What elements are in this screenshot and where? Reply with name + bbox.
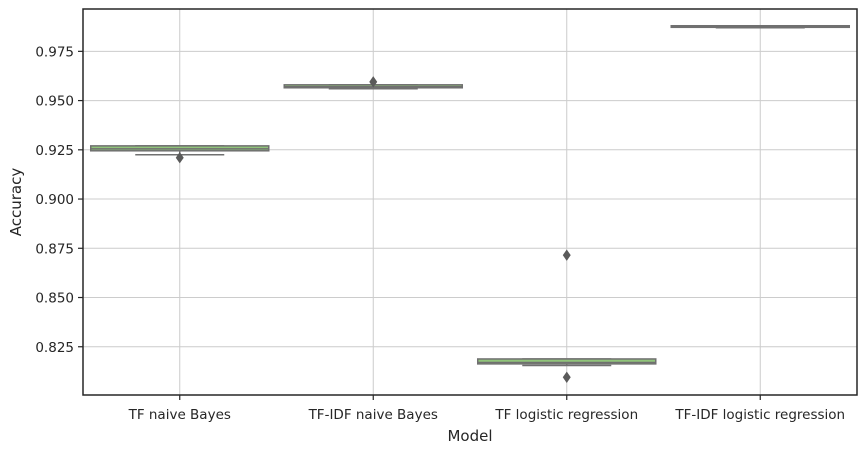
outlier-point (175, 151, 184, 164)
y-tick-label: 0.975 (35, 44, 74, 60)
plot-frame (82, 8, 858, 396)
box-group (283, 76, 464, 90)
y-tick-label: 0.875 (35, 241, 74, 257)
grid-layer (83, 9, 857, 395)
outlier-point (369, 76, 378, 88)
y-axis-title: Accuracy (7, 168, 25, 237)
box-layer (89, 24, 851, 383)
outlier-point (562, 371, 571, 383)
outlier-point (562, 249, 571, 261)
x-axis-title: Model (447, 427, 492, 445)
y-tick-label: 0.825 (35, 340, 74, 356)
tick-layer: 0.825 0.850 0.875 0.900 0.925 0.950 0.975 TF na… (35, 44, 845, 423)
y-tick-label: 0.900 (35, 192, 74, 208)
y-tick-label: 0.925 (35, 143, 74, 159)
box-body (476, 358, 657, 365)
x-tick-label: TF naive Bayes (128, 407, 231, 423)
x-tick-label: TF-IDF logistic regression (674, 407, 845, 423)
y-tick-label: 0.950 (35, 94, 74, 110)
x-tick-label: TF-IDF naive Bayes (308, 407, 438, 423)
x-tick-label: TF logistic regression (494, 407, 638, 423)
box-group (89, 145, 270, 164)
y-tick-label: 0.850 (35, 291, 74, 307)
box-group (670, 24, 851, 29)
box-group (476, 249, 657, 383)
